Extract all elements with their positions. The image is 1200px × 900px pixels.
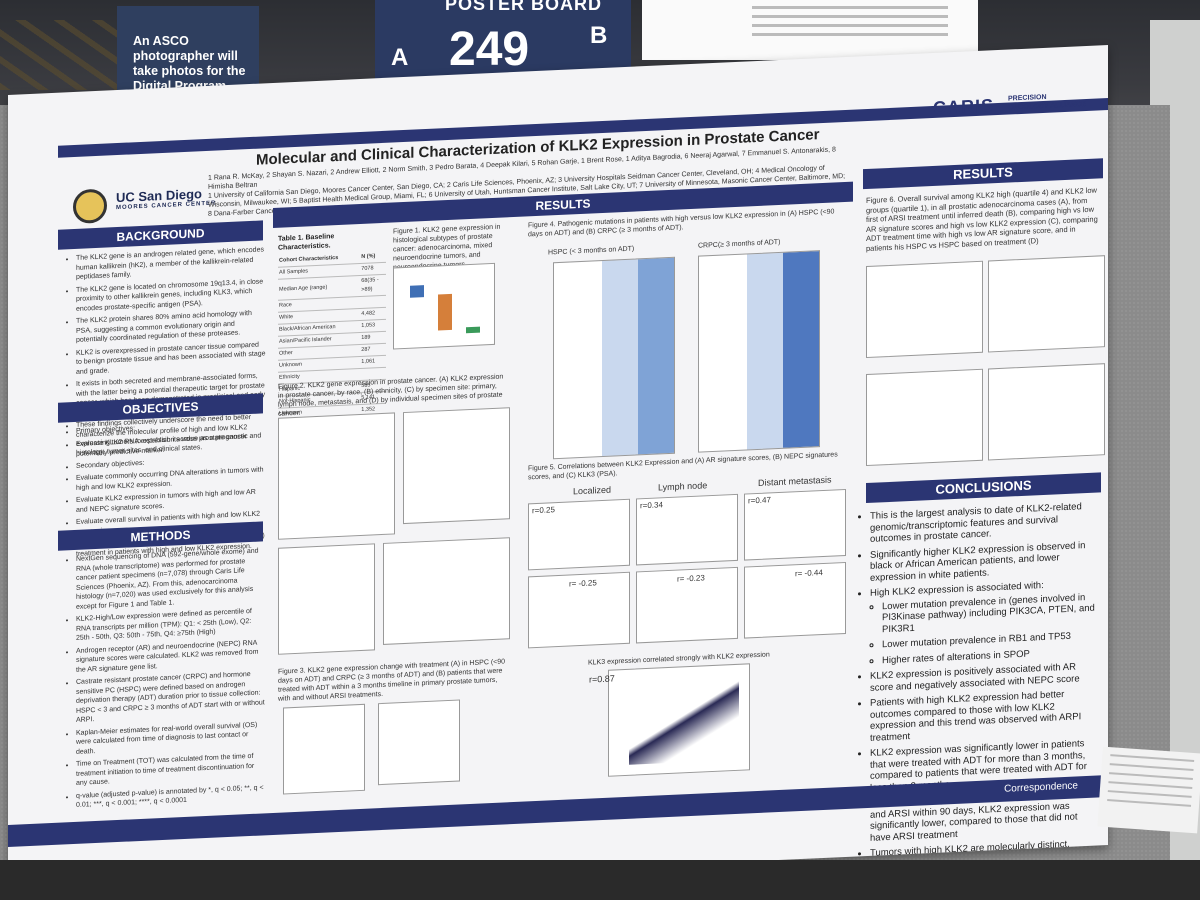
- figure5-col-localized: Localized: [573, 484, 612, 497]
- conclusions-list: This is the largest analysis to date of …: [858, 501, 1098, 887]
- figure5b-scatter-3: r= -0.44: [744, 561, 846, 639]
- handout-sheet: [1097, 746, 1200, 834]
- method-item: Kaplan-Meier estimates for real-world ov…: [76, 720, 266, 757]
- conclusion-item: Significantly higher KLK2 expression is …: [870, 539, 1098, 584]
- figure5b-scatter-1: r= -0.25: [528, 571, 630, 649]
- conclusion-item: High KLK2 expression is associated with:…: [870, 578, 1098, 667]
- figure6a-km-plot: [866, 260, 983, 359]
- method-item: NextGen sequencing of DNA (592-gene/whol…: [76, 546, 266, 612]
- figure2c-plot: [278, 543, 375, 655]
- caris-logo: CARIS: [933, 95, 995, 118]
- figure5-col-lymph: Lymph node: [658, 480, 708, 493]
- caris-logo-sub: PRECISION ONCOLOGY ALLIANCE: [1008, 93, 1086, 112]
- figure4a-heatmap: [553, 256, 675, 460]
- figure6b-km-plot: [988, 255, 1105, 353]
- floor: [0, 860, 1200, 900]
- method-item: Time on Treatment (TOT) was calculated f…: [76, 751, 266, 788]
- methods-list: NextGen sequencing of DNA (592-gene/whol…: [66, 546, 266, 814]
- method-item: Castrate resistant prostate cancer (CRPC…: [76, 669, 266, 725]
- figure5a-scatter-3: r=0.47: [744, 488, 846, 561]
- figure2b-plot: [403, 407, 510, 525]
- board-label: POSTER BOARD: [445, 0, 603, 14]
- figure6d-km-plot: [988, 363, 1105, 461]
- figure3b-plot: [378, 699, 460, 786]
- figure4b-title: CRPC(≥ 3 months of ADT): [698, 238, 781, 250]
- method-item: Androgen receptor (AR) and neuroendocrin…: [76, 638, 266, 675]
- background-header: BACKGROUND: [58, 220, 263, 250]
- figure5a-scatter-2: r=0.34: [636, 493, 738, 566]
- research-poster: UC San Diego MOORES CANCER CENTER Molecul…: [8, 45, 1108, 895]
- figure5a-scatter-1: r=0.25: [528, 498, 630, 571]
- conclusion-subitem: Lower mutation prevalence in (genes invo…: [882, 591, 1098, 635]
- background-item: The KLK2 protein shares 80% amino acid h…: [76, 308, 266, 345]
- truss: [0, 20, 120, 90]
- board-number: 249: [449, 23, 530, 76]
- figure2a-plot: [278, 412, 395, 540]
- figure2d-plot: [383, 537, 510, 645]
- background-item: The KLK2 gene is located on chromosome 1…: [76, 277, 266, 314]
- figure5b-scatter-2: r= -0.23: [636, 566, 738, 644]
- board-side-b: B: [590, 22, 608, 49]
- conclusions-header: CONCLUSIONS: [866, 472, 1101, 504]
- background-item: The KLK2 gene is an androgen related gen…: [76, 245, 266, 282]
- figure1-boxplot: [393, 262, 495, 350]
- conclusion-item: Patients with high KLK2 expression had b…: [870, 688, 1098, 744]
- figure6c-km-plot: [866, 368, 983, 467]
- results2-header: RESULTS: [863, 158, 1103, 190]
- figure6-caption: Figure 6. Overall survival among KLK2 hi…: [866, 185, 1098, 253]
- figure5-col-distant: Distant metastasis: [758, 474, 832, 488]
- figure5c-scatter: r=0.87: [589, 663, 750, 777]
- ucsd-seal-icon: [73, 188, 107, 225]
- ucsd-logo: UC San Diego MOORES CANCER CENTER: [116, 186, 217, 212]
- figure4b-heatmap: [698, 250, 820, 453]
- board-notice-sheet: [642, 0, 978, 60]
- figure4a-title: HSPC (< 3 months on ADT): [548, 245, 635, 257]
- conclusion-item: This is the largest analysis to date of …: [870, 501, 1098, 546]
- background-item: KLK2 is overexpressed in prostate cancer…: [76, 340, 266, 377]
- figure3a-plot: [283, 703, 365, 795]
- method-item: KLK2-High/Low expression were defined as…: [76, 606, 266, 643]
- figure3-caption: Figure 3. KLK2 gene expression change wi…: [278, 658, 506, 703]
- board-side-a: A: [391, 44, 409, 71]
